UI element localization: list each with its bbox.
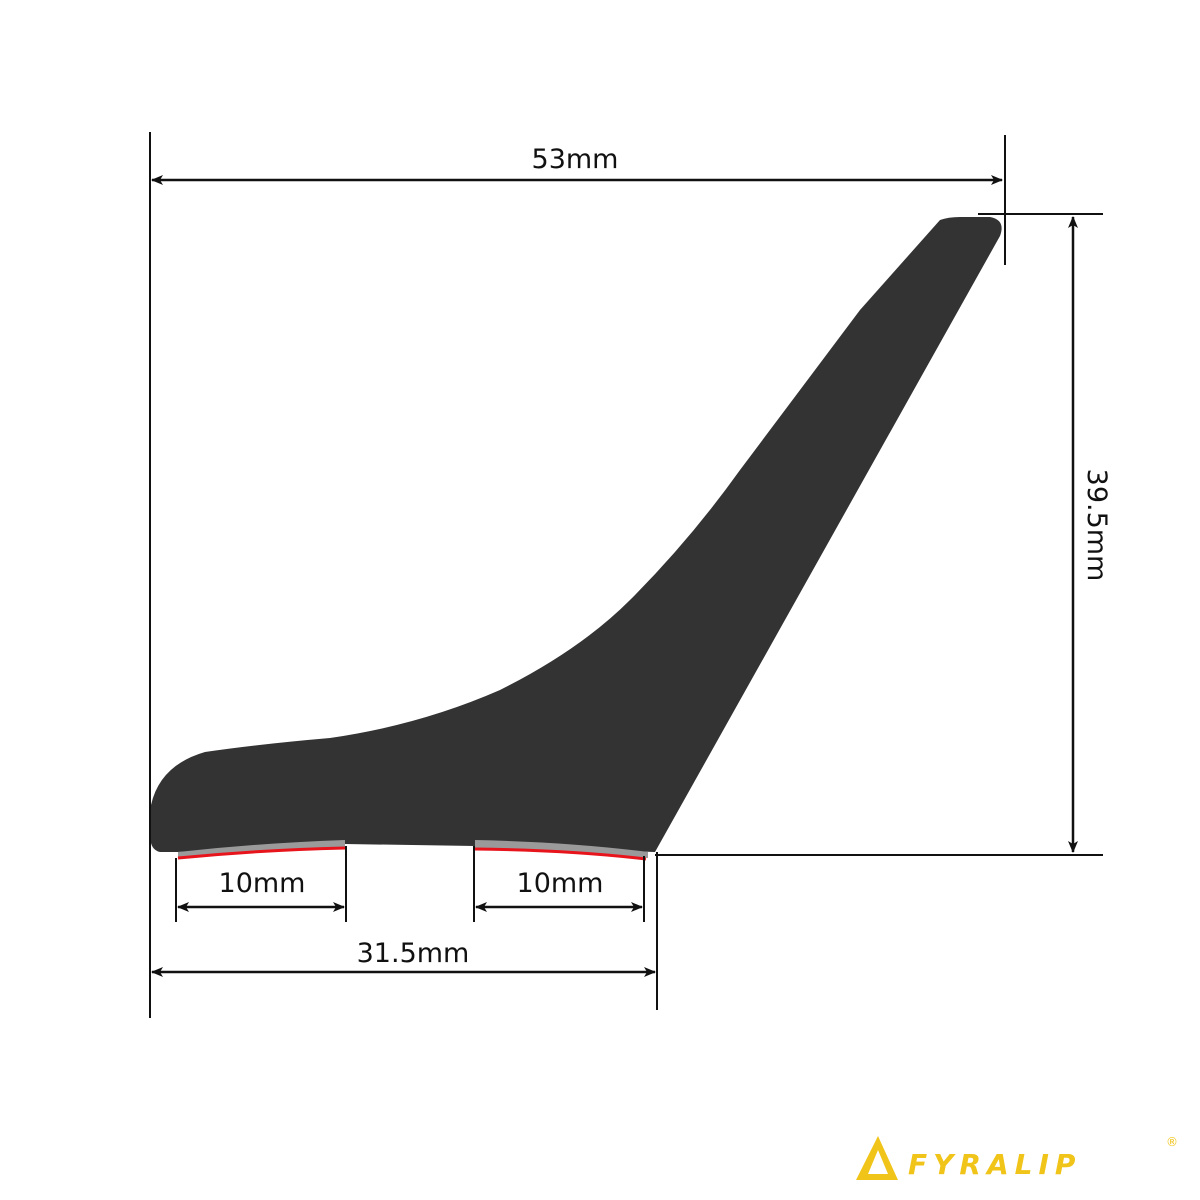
logo-triangle-icon	[856, 1136, 898, 1180]
fyralip-logo: FYRALIP ®	[856, 1135, 1178, 1181]
label-10mm-left: 10mm	[219, 868, 306, 899]
label-10mm-right: 10mm	[517, 868, 604, 899]
label-53mm: 53mm	[532, 144, 619, 175]
extension-lines	[149, 132, 1103, 1018]
label-31-5mm: 31.5mm	[357, 938, 470, 969]
tape-edge-right	[474, 847, 647, 861]
tape-edge-left	[177, 846, 346, 860]
label-39-5mm: 39.5mm	[1081, 469, 1112, 582]
logo-text: FYRALIP	[908, 1148, 1081, 1181]
dimension-lines	[151, 175, 1078, 977]
rubber-profile	[150, 217, 1002, 852]
logo-registered: ®	[1166, 1135, 1178, 1149]
